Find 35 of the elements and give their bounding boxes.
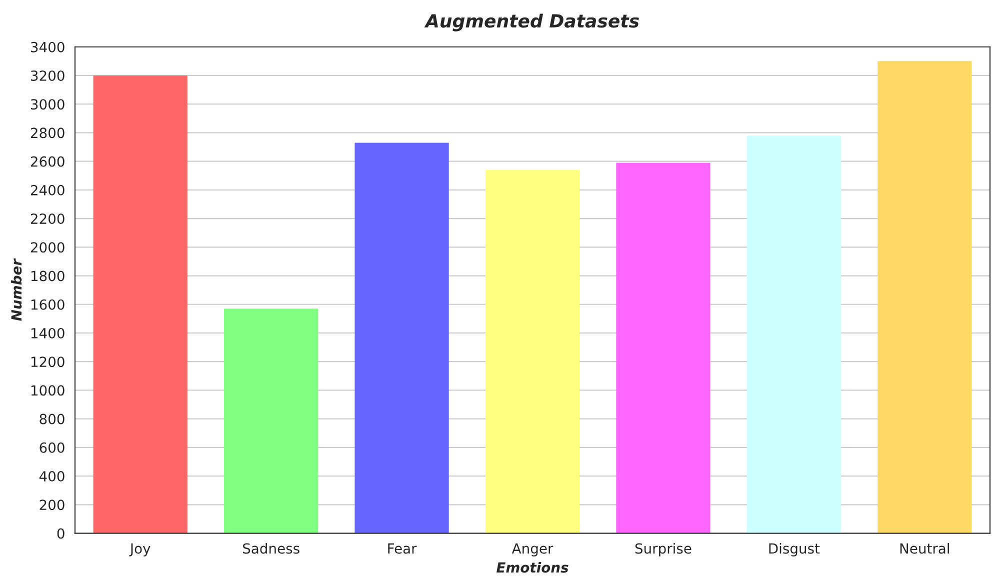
bar (93, 75, 188, 534)
bar (746, 136, 841, 534)
y-tick-label: 800 (40, 414, 64, 424)
y-tick-label: 2400 (30, 184, 64, 196)
x-axis-title: Emotions (496, 562, 568, 573)
y-tick-label: 2000 (30, 242, 64, 253)
y-tick-label: 2200 (30, 214, 64, 224)
x-tick-label: Fear (388, 543, 417, 554)
y-tick-label: 200 (40, 500, 64, 510)
y-tick-label: 1200 (31, 356, 64, 368)
y-tick-label: 3200 (30, 70, 64, 81)
y-tick-label: 1800 (31, 270, 64, 282)
bar (224, 308, 318, 534)
y-tick-label: 2800 (30, 128, 64, 138)
y-tick-label: 3000 (30, 99, 64, 110)
y-tick-label: 1400 (31, 328, 64, 338)
x-tick-label: Joy (129, 543, 150, 556)
y-tick-label: 1000 (31, 385, 64, 396)
x-tick-label: Surprise (635, 542, 692, 556)
y-tick-label: 1600 (31, 299, 64, 310)
y-tick-label: 600 (40, 442, 64, 453)
y-tick-label: 2600 (30, 156, 64, 167)
bar (354, 142, 449, 534)
bar (485, 170, 580, 534)
x-tick-label: Neutral (900, 542, 949, 554)
bar (878, 61, 972, 534)
chart-title: Augmented Datasets (424, 14, 639, 32)
bar (616, 162, 710, 534)
y-tick-label: 0 (57, 528, 64, 539)
y-tick-label: 3400 (30, 42, 64, 52)
x-tick-label: Sadness (243, 542, 300, 554)
x-tick-label: Anger (512, 543, 554, 556)
y-tick-label: 400 (39, 471, 64, 482)
y-axis-title: Number (10, 258, 22, 321)
x-tick-label: Disgust (769, 542, 820, 556)
